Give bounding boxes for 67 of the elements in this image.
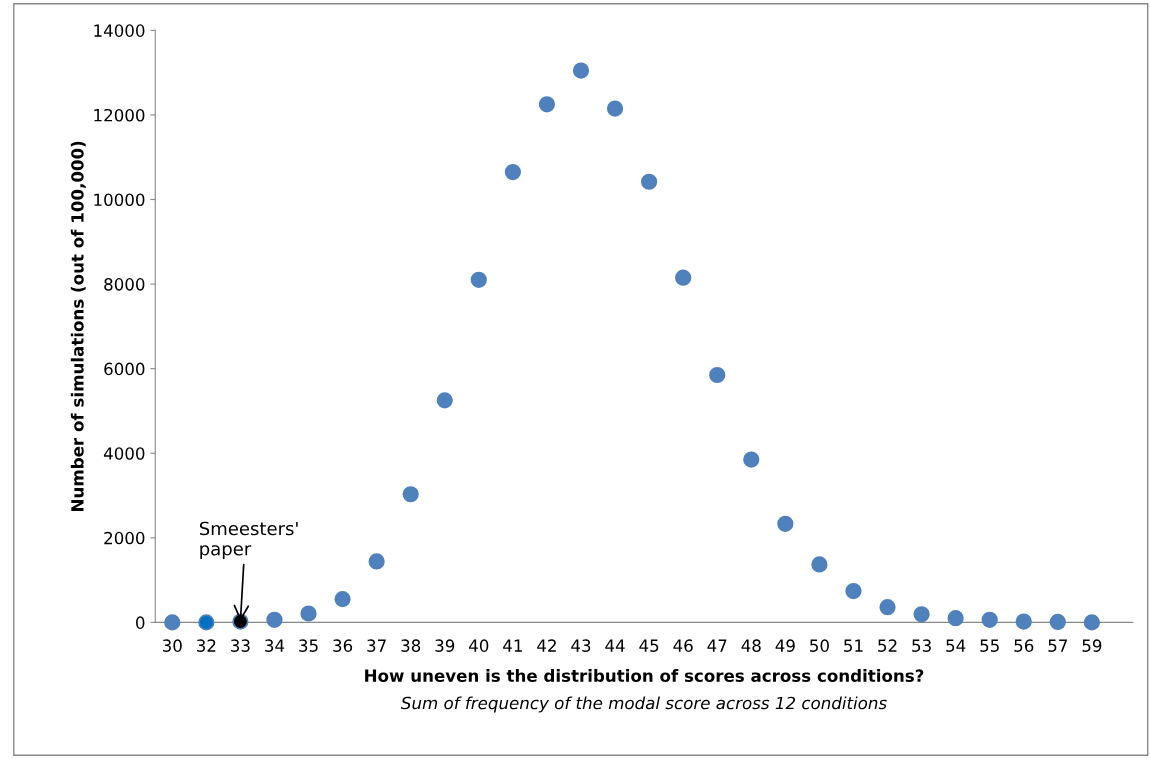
annotation: Smeesters' paper [199, 521, 298, 560]
point [266, 611, 283, 628]
point [164, 614, 181, 631]
x-tick-label: 33 [231, 639, 250, 652]
x-tick-label: 39 [435, 639, 455, 652]
x-tick-label: 41 [503, 639, 522, 652]
x-tick-label: 53 [912, 639, 931, 652]
point [1083, 614, 1100, 631]
point [709, 366, 726, 384]
point [913, 606, 930, 623]
x-tick-label: 37 [367, 639, 386, 652]
x-tick-label: 34 [265, 639, 285, 652]
x-tick-label: 43 [571, 639, 591, 652]
x-tick-label: 38 [401, 639, 421, 652]
x-tick-label: 59 [1082, 639, 1102, 652]
point [981, 611, 998, 628]
y-axis-title: Number of simulations (out of 100,000) [70, 141, 86, 511]
point [811, 556, 828, 573]
y-tick-label: 14000 [94, 24, 145, 37]
point [300, 605, 317, 622]
point [640, 173, 658, 190]
text: Sum of frequency of the modal score across 12 conditions [400, 696, 887, 713]
point [436, 392, 453, 409]
x-tick-label: 35 [299, 639, 318, 652]
x-tick-label: 42 [537, 639, 556, 652]
x-tick-label: 36 [333, 639, 353, 652]
y-tick-label: 12000 [94, 108, 145, 122]
x-tick-label: 45 [639, 639, 659, 652]
point [777, 515, 794, 532]
point [198, 614, 215, 631]
x-tick-label: 52 [878, 639, 897, 652]
point [606, 100, 624, 117]
point [743, 451, 760, 468]
y-tick-label: 8000 [104, 278, 145, 291]
x-tick-label: 49 [775, 639, 795, 652]
point [845, 582, 862, 600]
x-tick-label: 44 [605, 639, 625, 652]
point [368, 553, 385, 570]
x-tick-label: 55 [980, 639, 999, 652]
x-tick-label: 47 [707, 639, 727, 652]
point [538, 96, 556, 113]
point [504, 163, 521, 181]
x-tick-label: 50 [810, 639, 829, 652]
point [402, 486, 419, 503]
y-tick-label: 0 [136, 616, 145, 629]
y-tick-label: 10000 [94, 193, 145, 207]
x-tick-label: 32 [197, 639, 216, 652]
y-tick-label: 2000 [104, 531, 145, 545]
x-tick-label: 57 [1048, 639, 1067, 652]
point [470, 271, 487, 288]
point [572, 62, 590, 79]
point [1015, 613, 1032, 630]
x-tick-label: 54 [946, 639, 966, 652]
point [879, 599, 896, 616]
x-tick-label: 30 [162, 639, 182, 652]
x-tick-label: 51 [844, 639, 863, 652]
point [675, 269, 692, 286]
point [334, 591, 351, 608]
x-tick-label: 46 [673, 639, 693, 652]
x-tick-label: 40 [469, 639, 489, 652]
y-tick-label: 6000 [104, 362, 145, 376]
point [947, 610, 964, 627]
y-tick-label: 4000 [103, 447, 145, 460]
x-axis-title: How uneven is the distribution of scores across conditions? [365, 669, 924, 682]
x-tick-label: 56 [1014, 639, 1034, 652]
point [1049, 613, 1066, 631]
x-tick-label: 48 [741, 639, 761, 652]
